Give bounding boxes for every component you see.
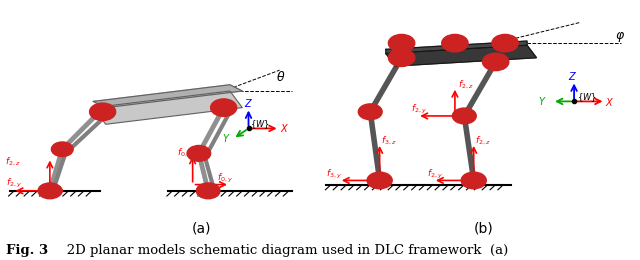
Text: $f_{3,z}$: $f_{3,z}$ <box>381 134 397 147</box>
Text: $f_{2,z}$: $f_{2,z}$ <box>458 78 474 90</box>
Text: 2D planar models schematic diagram used in DLC framework  (a): 2D planar models schematic diagram used … <box>54 244 509 257</box>
Circle shape <box>90 103 116 121</box>
Circle shape <box>51 142 73 157</box>
Text: (b): (b) <box>474 221 493 235</box>
Circle shape <box>483 53 509 71</box>
Text: $f_{0,y}$: $f_{0,y}$ <box>218 172 234 185</box>
Text: $\varphi$: $\varphi$ <box>615 30 625 44</box>
Text: $\{W\}$: $\{W\}$ <box>250 119 270 131</box>
Text: $\{W\}$: $\{W\}$ <box>577 92 597 104</box>
Polygon shape <box>93 85 243 108</box>
Text: $f_{2,y}$: $f_{2,y}$ <box>411 103 428 116</box>
Circle shape <box>196 183 220 199</box>
Circle shape <box>44 185 62 197</box>
Text: $Z$: $Z$ <box>568 70 577 82</box>
Text: $Y$: $Y$ <box>538 95 547 107</box>
Text: $X$: $X$ <box>605 96 615 108</box>
Polygon shape <box>93 91 243 124</box>
Text: $f_{0,z}$: $f_{0,z}$ <box>177 147 193 159</box>
Circle shape <box>461 172 486 189</box>
Text: Fig. 3: Fig. 3 <box>6 244 49 257</box>
Polygon shape <box>386 45 536 66</box>
Circle shape <box>367 172 392 189</box>
Circle shape <box>388 34 415 52</box>
Text: $X$: $X$ <box>280 122 289 134</box>
Text: $f_{3,y}$: $f_{3,y}$ <box>326 168 342 181</box>
Text: $f_{2,y}$: $f_{2,y}$ <box>427 168 443 181</box>
Text: $Y$: $Y$ <box>222 132 231 144</box>
Text: $f_{2,y}$: $f_{2,y}$ <box>6 177 22 190</box>
Polygon shape <box>386 41 527 54</box>
Circle shape <box>492 34 518 52</box>
Circle shape <box>452 108 476 124</box>
Circle shape <box>388 49 415 67</box>
Circle shape <box>202 186 215 196</box>
Text: $f_{2,z}$: $f_{2,z}$ <box>5 155 20 167</box>
Circle shape <box>211 99 237 116</box>
Text: $f_{2,z}$: $f_{2,z}$ <box>476 134 491 147</box>
Circle shape <box>38 183 61 199</box>
Circle shape <box>358 104 382 120</box>
Text: $\theta$: $\theta$ <box>276 70 286 84</box>
Text: (a): (a) <box>192 221 211 235</box>
Circle shape <box>187 146 211 161</box>
Circle shape <box>442 34 468 52</box>
Text: $Z$: $Z$ <box>244 97 253 109</box>
